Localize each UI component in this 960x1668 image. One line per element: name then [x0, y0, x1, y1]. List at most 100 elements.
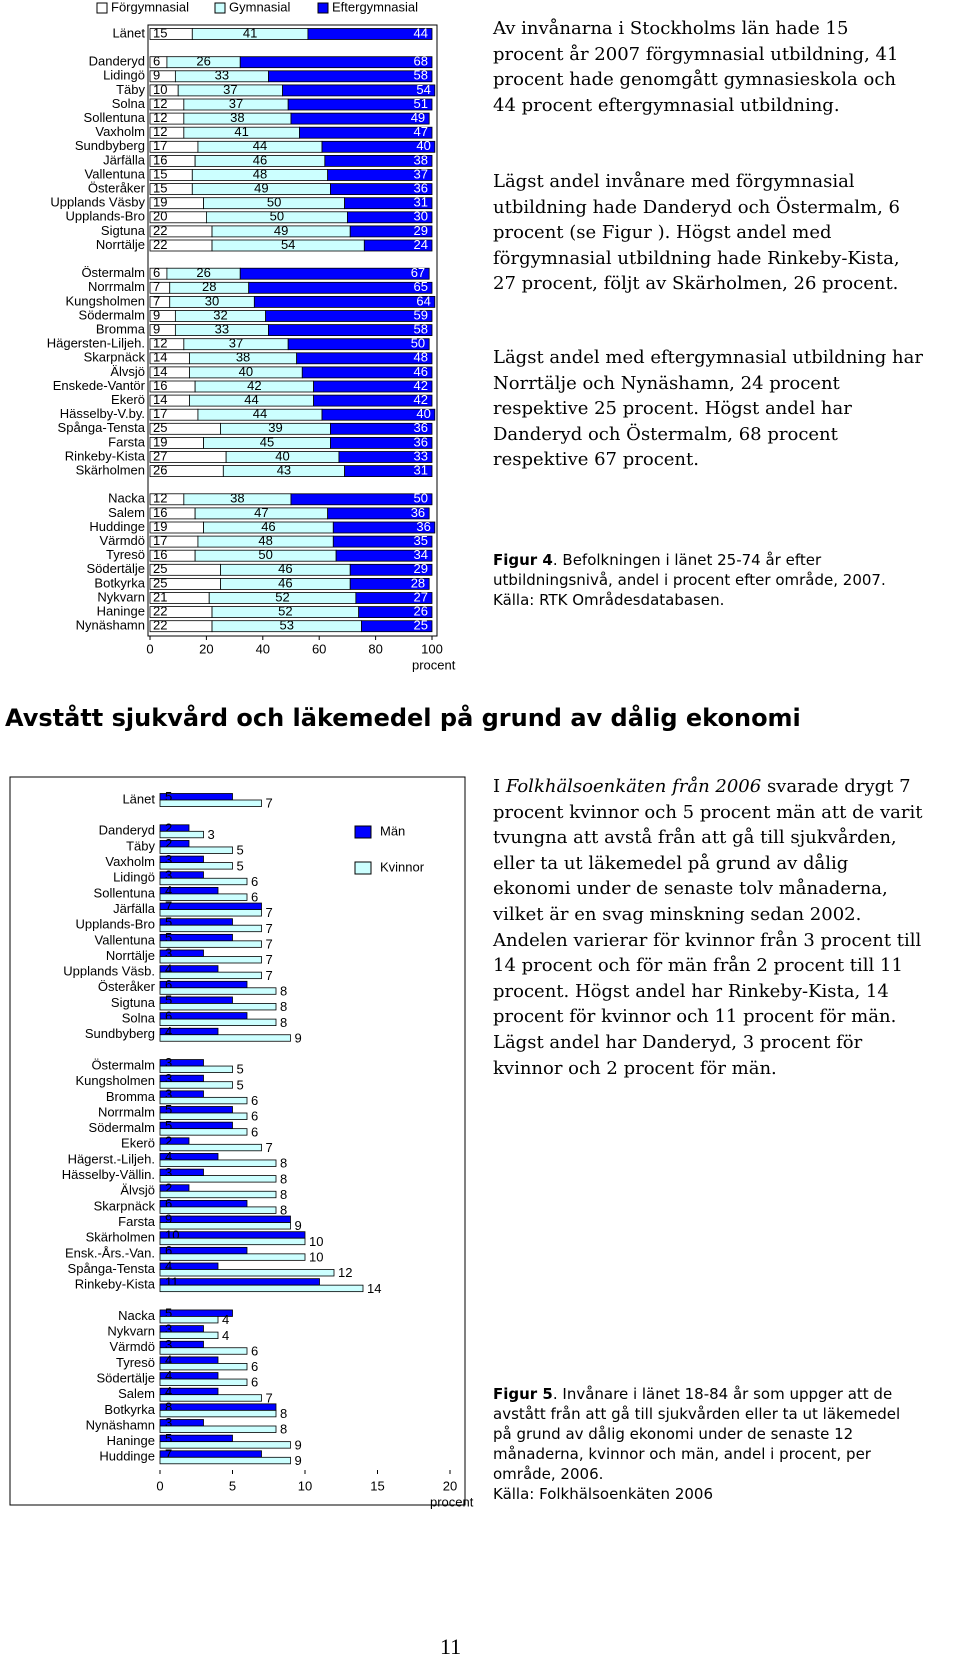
value-label: 25 — [153, 575, 167, 590]
value-label: 7 — [165, 1446, 172, 1461]
value-label: 10 — [153, 82, 167, 97]
bar-segment — [355, 592, 433, 604]
bar — [159, 940, 262, 948]
bar — [159, 1456, 291, 1465]
bar-segment — [332, 521, 436, 534]
bar — [159, 1215, 291, 1223]
value-label: 26 — [414, 604, 428, 619]
value-label: 12 — [153, 110, 167, 125]
bar — [159, 1331, 219, 1339]
value-label: 17 — [153, 533, 167, 548]
x-axis-label: procent — [430, 1494, 474, 1509]
value-label: 9 — [153, 307, 160, 322]
bar-segment — [346, 211, 433, 224]
bar-segment — [239, 267, 430, 280]
value-label: 17 — [153, 406, 167, 421]
text: I — [493, 776, 506, 797]
value-label: 6 — [165, 1196, 172, 1211]
y-tick-label: Haninge — [97, 604, 145, 619]
text: svarade drygt 7 procent kvinnor och 5 pr… — [493, 776, 923, 1079]
y-tick-label: Skärholmen — [86, 1230, 155, 1245]
value-label: 49 — [411, 110, 425, 125]
y-tick-label: Täby — [126, 838, 155, 853]
value-label: 26 — [196, 265, 210, 280]
value-label: 6 — [153, 265, 160, 280]
bar — [159, 1096, 248, 1105]
value-label: 22 — [153, 223, 167, 238]
value-label: 19 — [153, 195, 167, 210]
bar-segment — [268, 324, 433, 337]
bar — [159, 1012, 248, 1020]
value-label: 7 — [266, 937, 273, 952]
x-tick-label: 15 — [370, 1478, 384, 1493]
value-label: 6 — [165, 1008, 172, 1023]
paragraph: Lägst andel med eftergymnasial utbildnin… — [493, 347, 923, 471]
value-label: 4 — [165, 1368, 172, 1383]
value-label: 14 — [153, 392, 167, 407]
y-tick-label: Nynäshamn — [86, 1417, 155, 1432]
value-label: 36 — [416, 519, 430, 534]
y-tick-label: Bromma — [96, 322, 146, 337]
bar — [159, 1200, 248, 1208]
value-label: 8 — [280, 983, 287, 998]
value-label: 50 — [258, 547, 272, 562]
value-label: 36 — [411, 505, 425, 520]
bar-segment — [344, 465, 433, 478]
bar — [159, 1034, 291, 1042]
value-label: 5 — [237, 1062, 244, 1077]
x-tick-label: 0 — [146, 641, 153, 656]
bar-segment — [296, 352, 433, 365]
y-tick-label: Enskede-Vantör — [53, 378, 146, 393]
value-label: 14 — [367, 1281, 381, 1296]
bar — [159, 1363, 248, 1371]
y-tick-label: Ensk.-Års.-Van. — [65, 1245, 155, 1260]
bar — [159, 1316, 219, 1324]
value-label: 52 — [275, 589, 289, 604]
bar-segment — [248, 281, 433, 294]
y-tick-label: Upplands-Bro — [66, 209, 146, 224]
value-label: 9 — [153, 322, 160, 337]
value-label: 40 — [239, 364, 253, 379]
value-label: 48 — [258, 533, 272, 548]
x-tick-label: 20 — [443, 1478, 457, 1493]
value-label: 6 — [153, 54, 160, 69]
y-tick-label: Kungsholmen — [76, 1073, 156, 1088]
y-tick-label: Norrtälje — [96, 237, 145, 252]
value-label: 58 — [414, 322, 428, 337]
y-tick-label: Östermalm — [91, 1057, 155, 1072]
bar — [159, 893, 248, 901]
value-label: 28 — [411, 575, 425, 590]
y-tick-label: Norrmalm — [98, 1104, 155, 1119]
value-label: 6 — [251, 890, 258, 905]
value-label: 33 — [215, 68, 229, 83]
value-label: 4 — [165, 1149, 172, 1164]
x-tick-label: 100 — [421, 641, 443, 656]
value-label: 45 — [260, 434, 274, 449]
legend-swatch — [354, 861, 372, 875]
value-label: 25 — [153, 420, 167, 435]
legend-swatch — [214, 2, 226, 14]
y-tick-label: Vaxholm — [95, 124, 145, 139]
value-label: 37 — [229, 336, 243, 351]
caption: Figur 4. Befolkningen i länet 25-74 år e… — [493, 550, 913, 610]
bar-segment — [349, 578, 430, 590]
value-label: 3 — [165, 946, 172, 961]
value-label: 15 — [153, 25, 167, 40]
bar — [159, 1065, 233, 1073]
value-label: 5 — [165, 993, 172, 1008]
bar-segment — [335, 549, 433, 562]
bar-segment — [290, 112, 430, 125]
bar — [159, 1347, 248, 1355]
x-tick-label: 20 — [199, 641, 213, 656]
value-label: 41 — [243, 25, 257, 40]
bar — [159, 1159, 277, 1167]
y-tick-label: Kungsholmen — [66, 293, 146, 308]
value-label: 34 — [414, 547, 428, 562]
value-label: 36 — [414, 181, 428, 196]
value-label: 58 — [414, 68, 428, 83]
y-tick-label: Hässelby-Vällin. — [62, 1167, 155, 1182]
x-tick-label: 10 — [298, 1478, 312, 1493]
bar-segment — [287, 98, 433, 111]
y-tick-label: Botkyrka — [104, 1402, 155, 1417]
bar — [159, 1206, 277, 1214]
